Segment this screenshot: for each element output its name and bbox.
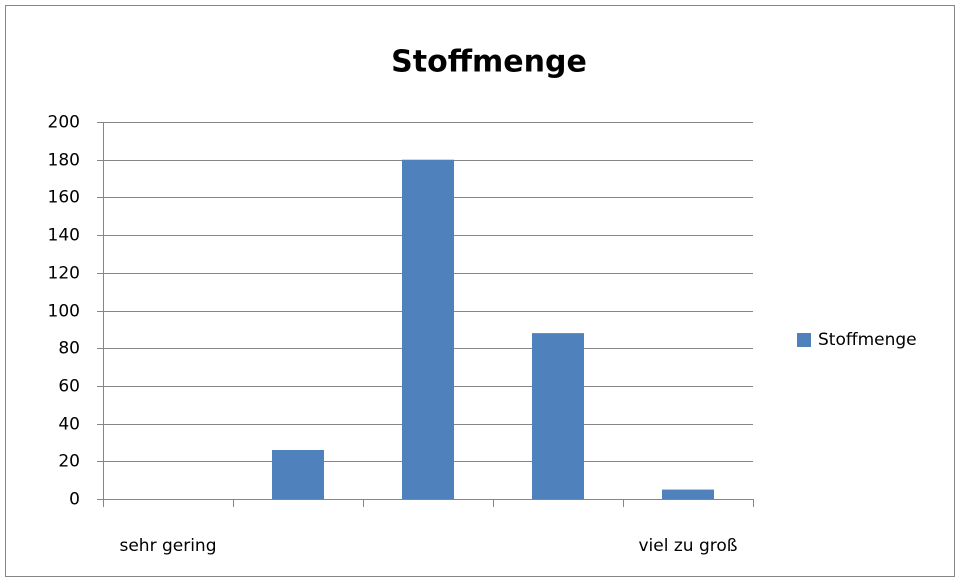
bar [272, 449, 324, 499]
y-tick-label: 200 [48, 113, 80, 133]
chart-title: Stoffmenge [391, 45, 587, 80]
y-tick-label: 180 [48, 151, 80, 171]
legend-label: Stoffmenge [818, 330, 917, 350]
legend-swatch [797, 333, 811, 347]
bar [402, 159, 454, 499]
y-tick-label: 120 [48, 264, 80, 284]
y-tick-label: 20 [58, 452, 80, 472]
y-tick-label: 40 [58, 415, 80, 435]
y-tick-label: 0 [69, 490, 80, 510]
y-tick-label: 80 [58, 339, 80, 359]
y-tick-label: 140 [48, 226, 80, 246]
x-tick-label: viel zu groß [639, 536, 738, 556]
bar [532, 333, 584, 499]
x-tick-label: sehr gering [119, 536, 216, 556]
bar [662, 489, 714, 499]
y-tick-label: 160 [48, 188, 80, 208]
y-tick-label: 60 [58, 377, 80, 397]
chart-border [5, 5, 955, 577]
y-tick-label: 100 [48, 302, 80, 322]
